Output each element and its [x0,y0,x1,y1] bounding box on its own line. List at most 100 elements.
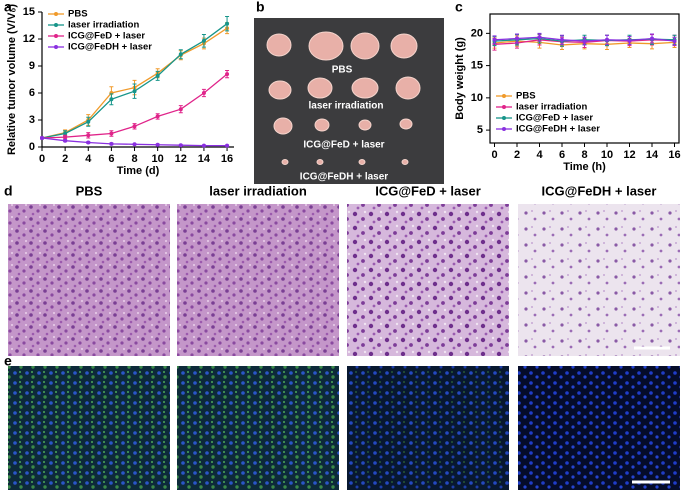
y-tick-label: 20 [471,27,483,39]
legend-label: PBS [516,91,536,102]
point [132,89,137,94]
x-tick-label: 14 [646,149,659,161]
point [560,37,564,42]
fluorescence-image [518,366,680,490]
legend-label: PBS [68,9,88,20]
point [201,91,206,95]
legend-marker [54,34,58,38]
legend-marker [502,94,506,98]
point [63,135,68,140]
fluorescence-image [8,366,170,490]
point [178,52,183,57]
point [63,131,68,136]
point [605,37,609,42]
y-tick-label: 6 [29,87,35,99]
point [63,138,68,143]
histology-title: laser irradiation [209,183,307,198]
point [201,38,206,43]
x-tick-label: 16 [221,153,233,165]
point [178,107,183,112]
y-tick-label: 3 [29,114,35,126]
point [109,97,114,102]
x-tick-label: 8 [581,149,587,161]
he-image [347,204,509,356]
photo-label: laser irradiation [308,101,383,112]
point [537,35,542,40]
panel-label: d [4,183,13,199]
histology-title: ICG@FeD + laser [375,183,481,198]
point [627,38,632,43]
y-tick-label: 12 [23,33,35,45]
x-tick-label: 6 [108,153,114,165]
point [86,140,91,145]
y-tick-label: 5 [477,124,483,136]
he-image [518,204,680,356]
tumor-photo: PBS laser irradiation ICG@FeD + laser IC… [254,18,444,184]
he-image [8,204,170,356]
legend-marker [502,105,506,109]
histology-title: PBS [76,183,103,198]
legend-marker [54,12,58,16]
x-tick-label: 0 [39,153,45,165]
legend-label: laser irradiation [516,102,587,113]
x-tick-label: 12 [623,149,635,161]
legend-label: ICG@FeDH + laser [68,42,152,53]
point [155,114,160,119]
point [515,36,519,41]
fluorescence-image [177,366,339,490]
panel-label: b [256,0,265,15]
photo-label: ICG@FeD + laser [303,140,384,151]
point [225,143,230,148]
y-axis-label: Body weight (g) [454,37,466,120]
panel-label: a [4,0,12,15]
point [155,73,160,78]
y-axis-label: Relative tumor volume (V/V₀) [6,4,18,155]
fluorescence-image [347,366,509,490]
point [582,39,587,44]
legend-label: laser irradiation [68,20,139,31]
x-tick-label: 10 [152,153,164,165]
point [201,143,206,148]
point [109,141,114,146]
point [225,72,230,77]
photo-label: PBS [332,65,353,76]
legend-label: ICG@FeD + laser [68,31,145,42]
y-tick-label: 10 [471,92,483,104]
legend-label: ICG@FeD + laser [516,113,593,124]
legend-marker [502,127,506,131]
point [109,131,114,136]
legend-marker [54,23,58,27]
x-tick-label: 10 [601,149,613,161]
point [492,37,497,42]
point [155,142,160,147]
point [178,143,183,148]
point [672,39,677,44]
chart: 0 2 4 6 8 10 12 14 16 0 3 6 9 12 15 Time (d) Relative tu… [6,4,234,177]
point [132,142,137,147]
legend-marker [502,116,506,120]
y-tick-label: 0 [29,141,35,153]
x-tick-label: 4 [536,149,543,161]
photo-label: ICG@FeDH + laser [300,172,389,183]
y-tick-label: 15 [23,6,35,18]
he-image [177,204,339,356]
point [40,136,44,140]
chart: 0 2 4 6 8 10 12 14 16 5 10 15 20 Time (h) Body weight … [454,13,681,173]
point [86,119,91,124]
panel-label: e [4,353,12,369]
x-axis-label: Time (d) [117,165,160,177]
legend-marker [54,45,58,49]
y-tick-label: 15 [471,60,483,72]
panel-label: c [455,0,463,15]
x-tick-label: 12 [175,153,187,165]
point [225,21,230,26]
x-tick-label: 2 [62,153,68,165]
y-tick-label: 9 [29,60,35,72]
x-tick-label: 16 [668,149,680,161]
x-axis-label: Time (h) [563,161,606,173]
x-tick-label: 2 [514,149,520,161]
histology-title: ICG@FeDH + laser [542,183,657,198]
point [132,124,137,129]
x-tick-label: 8 [131,153,137,165]
